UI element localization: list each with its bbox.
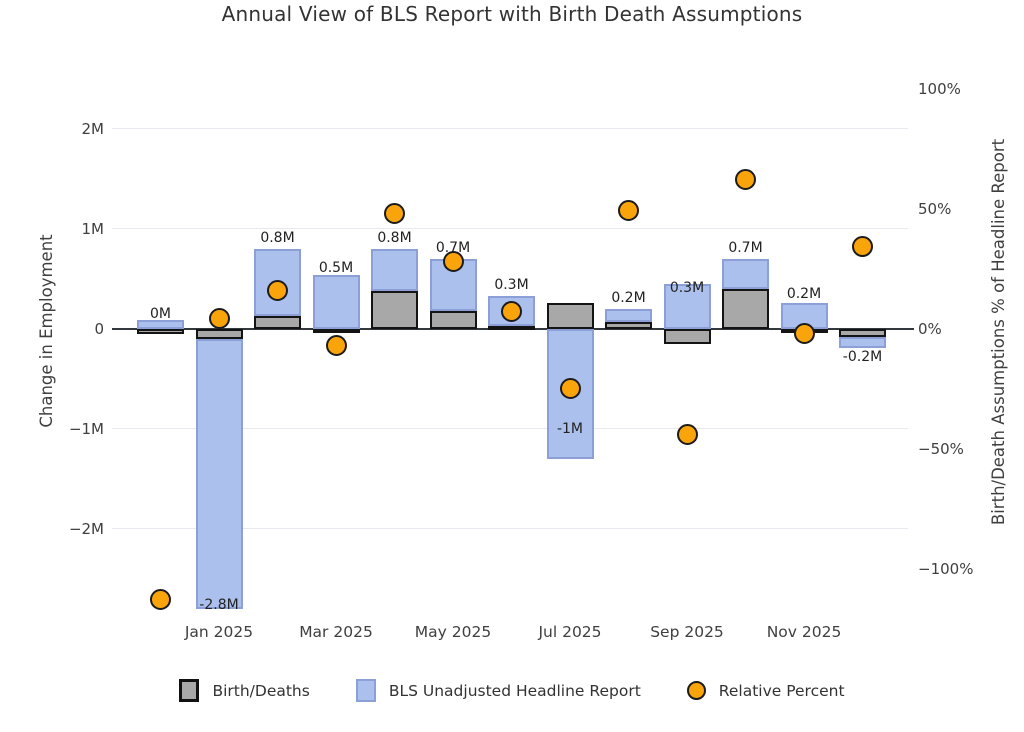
bar-value-label: -1M	[556, 420, 584, 437]
bar-birth-deaths-dec-2024	[137, 328, 184, 334]
y-right-tick-label: −100%	[918, 559, 974, 578]
bar-value-label: 0.3M	[494, 276, 529, 293]
relative-percent-dot-dec-2024	[150, 589, 171, 611]
gridline	[112, 428, 908, 429]
legend: Birth/Deaths BLS Unadjusted Headline Rep…	[0, 679, 1024, 702]
bar-headline-jan-2025	[195, 338, 243, 609]
gridline	[112, 228, 908, 229]
x-tick-label: Nov 2025	[766, 623, 842, 641]
bar-birth-deaths-aug-2025	[605, 321, 652, 329]
blue-bar-swatch-icon	[355, 679, 376, 702]
bar-birth-deaths-sep-2025	[663, 328, 711, 344]
y-left-tick-label: −2M	[68, 519, 104, 538]
relative-percent-dot-mar-2025	[325, 334, 347, 356]
gridline	[112, 528, 908, 529]
legend-label: Relative Percent	[718, 681, 845, 700]
relative-percent-dot-jan-2025	[208, 308, 230, 330]
bar-birth-deaths-jul-2025	[546, 302, 594, 329]
y-left-tick-label: 0	[94, 319, 104, 338]
legend-label: Birth/Deaths	[212, 681, 310, 700]
y-right-tick-label: 50%	[918, 199, 952, 218]
relative-percent-dot-feb-2025	[267, 279, 288, 301]
bar-value-label: -2.8M	[199, 596, 239, 613]
legend-item-birth-deaths[interactable]: Birth/Deaths	[179, 679, 310, 702]
relative-percent-dot-sep-2025	[676, 423, 698, 445]
bar-value-label: 0.8M	[377, 229, 412, 246]
y-axis-right-title: Birth/Death Assumptions % of Headline Re…	[989, 138, 1008, 526]
orange-dot-swatch-icon	[686, 681, 706, 700]
relative-percent-dot-dec-2025	[852, 236, 873, 258]
x-tick-label: Mar 2025	[299, 623, 373, 641]
legend-label: BLS Unadjusted Headline Report	[388, 681, 641, 700]
relative-percent-dot-may-2025	[442, 250, 464, 272]
bar-value-label: 0.8M	[260, 229, 295, 246]
x-tick-label: May 2025	[414, 623, 492, 641]
bar-birth-deaths-feb-2025	[254, 315, 301, 329]
bar-value-label: 0.7M	[728, 239, 763, 256]
relative-percent-dot-jun-2025	[501, 301, 522, 323]
chart-title: Annual View of BLS Report with Birth Dea…	[221, 2, 803, 26]
x-tick-label: Jul 2025	[538, 623, 602, 641]
bar-headline-sep-2025	[663, 283, 711, 329]
relative-percent-dot-jul-2025	[559, 378, 581, 399]
relative-percent-dot-aug-2025	[618, 200, 639, 222]
bar-birth-deaths-jun-2025	[488, 325, 535, 330]
bar-value-label: -0.2M	[842, 348, 883, 365]
relative-percent-dot-oct-2025	[735, 169, 756, 191]
y-right-tick-label: −50%	[918, 439, 964, 458]
bar-value-label: 0.7M	[435, 239, 471, 256]
bar-headline-apr-2025	[371, 248, 418, 291]
bar-headline-dec-2024	[137, 319, 184, 329]
legend-item-relative-percent[interactable]: Relative Percent	[686, 681, 845, 700]
gray-bar-swatch-icon	[179, 679, 200, 702]
bar-value-label: 0.3M	[669, 279, 705, 296]
y-left-tick-label: 2M	[81, 119, 105, 138]
gridline	[112, 128, 908, 129]
bar-birth-deaths-apr-2025	[371, 290, 418, 329]
y-right-tick-label: 0%	[918, 319, 942, 338]
bar-value-label: 0.2M	[786, 285, 822, 302]
relative-percent-dot-apr-2025	[384, 202, 405, 224]
bar-headline-mar-2025	[312, 274, 360, 329]
x-tick-label: Sep 2025	[650, 623, 724, 641]
bar-birth-deaths-dec-2025	[839, 328, 886, 337]
y-left-tick-label: 1M	[81, 219, 105, 238]
y-left-tick-label: −1M	[68, 419, 104, 438]
bar-birth-deaths-oct-2025	[722, 288, 769, 329]
bar-value-label: 0M	[150, 305, 171, 322]
bar-headline-dec-2025	[839, 336, 886, 348]
x-tick-label: Jan 2025	[184, 623, 254, 641]
legend-item-headline-report[interactable]: BLS Unadjusted Headline Report	[355, 679, 641, 702]
bar-birth-deaths-may-2025	[429, 310, 477, 329]
bar-birth-deaths-mar-2025	[312, 328, 360, 333]
y-right-tick-label: 100%	[918, 79, 961, 98]
bar-birth-deaths-jan-2025	[195, 328, 243, 339]
bar-headline-oct-2025	[722, 258, 769, 289]
bar-value-label: 0.5M	[318, 259, 354, 276]
relative-percent-dot-nov-2025	[793, 322, 815, 344]
bar-headline-aug-2025	[605, 308, 652, 322]
bar-value-label: 0.2M	[611, 289, 646, 306]
